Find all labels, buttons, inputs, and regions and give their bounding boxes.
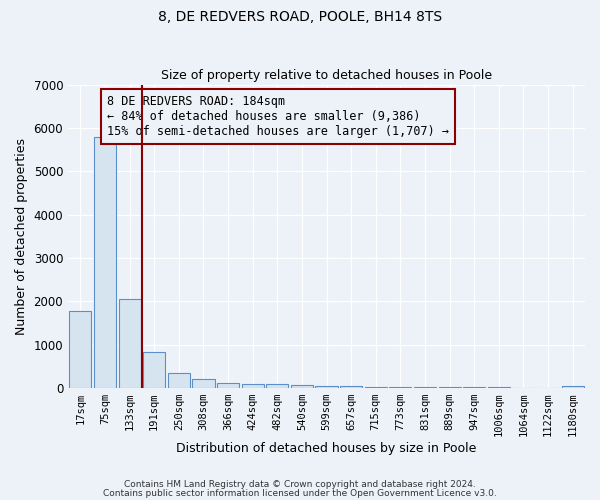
Text: Contains public sector information licensed under the Open Government Licence v3: Contains public sector information licen… bbox=[103, 488, 497, 498]
Y-axis label: Number of detached properties: Number of detached properties bbox=[15, 138, 28, 334]
Title: Size of property relative to detached houses in Poole: Size of property relative to detached ho… bbox=[161, 69, 492, 82]
Bar bbox=[562, 386, 584, 388]
Bar bbox=[340, 386, 362, 388]
Bar bbox=[217, 382, 239, 388]
Bar bbox=[389, 387, 412, 388]
Text: 8, DE REDVERS ROAD, POOLE, BH14 8TS: 8, DE REDVERS ROAD, POOLE, BH14 8TS bbox=[158, 10, 442, 24]
Bar bbox=[365, 386, 387, 388]
Bar bbox=[94, 138, 116, 388]
Bar bbox=[143, 352, 165, 388]
Bar bbox=[316, 386, 338, 388]
Text: Contains HM Land Registry data © Crown copyright and database right 2024.: Contains HM Land Registry data © Crown c… bbox=[124, 480, 476, 489]
Bar bbox=[193, 379, 215, 388]
Bar bbox=[119, 298, 140, 388]
X-axis label: Distribution of detached houses by size in Poole: Distribution of detached houses by size … bbox=[176, 442, 477, 455]
Bar bbox=[242, 384, 264, 388]
Bar bbox=[168, 372, 190, 388]
Bar bbox=[266, 384, 289, 388]
Bar bbox=[69, 310, 91, 388]
Bar bbox=[414, 387, 436, 388]
Bar bbox=[291, 385, 313, 388]
Text: 8 DE REDVERS ROAD: 184sqm
← 84% of detached houses are smaller (9,386)
15% of se: 8 DE REDVERS ROAD: 184sqm ← 84% of detac… bbox=[107, 95, 449, 138]
